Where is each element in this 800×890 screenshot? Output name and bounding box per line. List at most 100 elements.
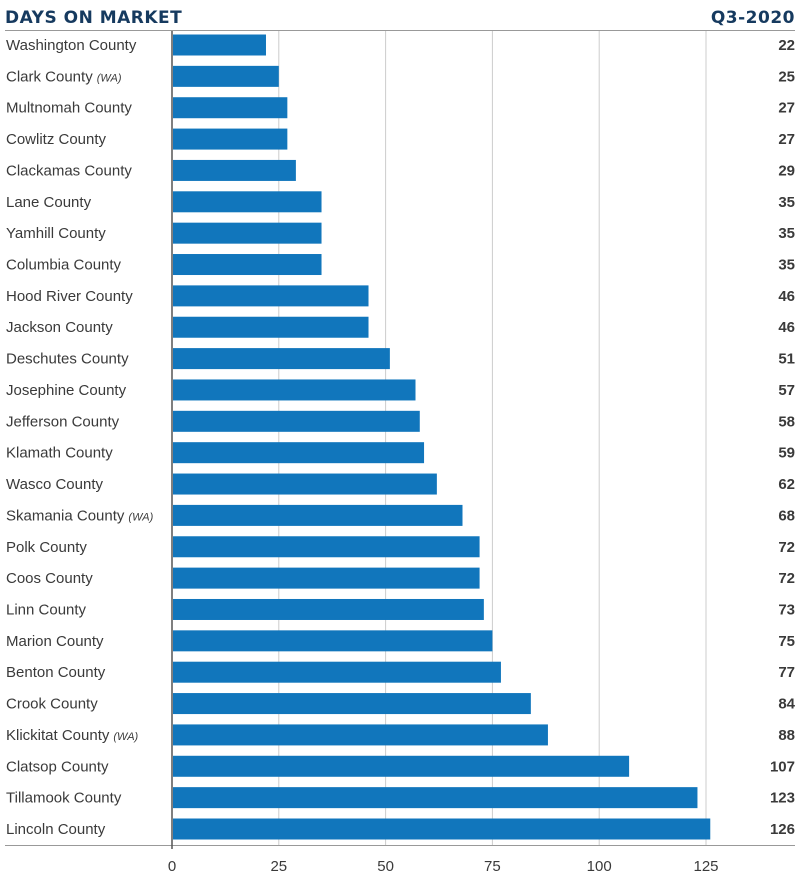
category-name: Tillamook County xyxy=(6,790,122,807)
bar xyxy=(173,567,480,589)
category-note: (WA) xyxy=(128,511,153,523)
value-label: 29 xyxy=(778,162,795,179)
category-note: (WA) xyxy=(97,72,122,84)
category-name: Deschutes County xyxy=(6,351,129,368)
category-label: Multnomah County xyxy=(6,100,132,117)
bar xyxy=(173,128,288,150)
category-name: Coos County xyxy=(6,570,93,587)
category-label: Hood River County xyxy=(6,288,133,305)
category-name: Benton County xyxy=(6,664,106,681)
category-label: Klamath County xyxy=(6,445,113,462)
value-label: 51 xyxy=(778,351,795,368)
bar xyxy=(173,504,463,526)
category-name: Multnomah County xyxy=(6,100,132,117)
bar xyxy=(173,536,480,558)
category-label: Deschutes County xyxy=(6,351,129,368)
category-label: Coos County xyxy=(6,570,93,587)
category-name: Yamhill County xyxy=(6,225,106,242)
category-label: Josephine County xyxy=(6,382,127,399)
category-name: Cowlitz County xyxy=(6,131,107,148)
bar xyxy=(173,818,711,840)
x-tick-label: 50 xyxy=(377,858,394,875)
category-name: Clark County xyxy=(6,68,93,85)
value-label: 107 xyxy=(770,758,795,775)
category-name: Jefferson County xyxy=(6,413,120,430)
category-label: Skamania County (WA) xyxy=(6,507,154,524)
value-label: 59 xyxy=(778,445,795,462)
category-name: Columbia County xyxy=(6,257,122,274)
category-label: Clark County (WA) xyxy=(6,68,122,85)
category-name: Josephine County xyxy=(6,382,127,399)
x-tick-label: 0 xyxy=(168,858,176,875)
bar xyxy=(173,97,288,119)
bar xyxy=(173,630,493,652)
x-tick-label: 125 xyxy=(693,858,718,875)
category-label: Benton County xyxy=(6,664,106,681)
category-name: Jackson County xyxy=(6,319,113,336)
category-name: Linn County xyxy=(6,601,87,618)
bar xyxy=(173,442,425,464)
category-label: Lincoln County xyxy=(6,821,106,838)
category-label: Polk County xyxy=(6,539,87,556)
category-label: Washington County xyxy=(6,37,137,54)
category-name: Klickitat County xyxy=(6,727,110,744)
bar xyxy=(173,410,420,432)
value-label: 46 xyxy=(778,319,795,336)
bar xyxy=(173,254,322,276)
value-label: 25 xyxy=(778,68,795,85)
bar xyxy=(173,787,698,809)
category-label: Lane County xyxy=(6,194,92,211)
bar xyxy=(173,473,437,495)
value-label: 72 xyxy=(778,570,795,587)
value-label: 73 xyxy=(778,601,795,618)
value-label: 35 xyxy=(778,257,795,274)
bar xyxy=(173,222,322,244)
value-label: 75 xyxy=(778,633,795,650)
value-label: 88 xyxy=(778,727,795,744)
category-name: Washington County xyxy=(6,37,137,54)
value-label: 46 xyxy=(778,288,795,305)
category-label: Clackamas County xyxy=(6,162,132,179)
category-name: Marion County xyxy=(6,633,104,650)
value-label: 77 xyxy=(778,664,795,681)
bar xyxy=(173,34,266,56)
bar xyxy=(173,661,501,683)
chart-subtitle: Q3-2020 xyxy=(711,8,795,28)
category-name: Lane County xyxy=(6,194,92,211)
bar xyxy=(173,693,531,715)
category-name: Clackamas County xyxy=(6,162,132,179)
category-name: Wasco County xyxy=(6,476,103,493)
value-label: 62 xyxy=(778,476,795,493)
category-label: Jackson County xyxy=(6,319,113,336)
category-label: Clatsop County xyxy=(6,758,109,775)
value-label: 27 xyxy=(778,100,795,117)
bar xyxy=(173,316,369,338)
x-tick-label: 25 xyxy=(270,858,287,875)
category-note: (WA) xyxy=(113,731,138,743)
category-name: Hood River County xyxy=(6,288,133,305)
category-label: Columbia County xyxy=(6,257,122,274)
category-label: Crook County xyxy=(6,696,98,713)
x-tick-label: 100 xyxy=(587,858,612,875)
category-name: Lincoln County xyxy=(6,821,106,838)
value-label: 22 xyxy=(778,37,795,54)
category-label: Wasco County xyxy=(6,476,103,493)
x-tick-label: 75 xyxy=(484,858,501,875)
bar xyxy=(173,724,548,746)
bar xyxy=(173,285,369,307)
category-label: Marion County xyxy=(6,633,104,650)
value-label: 58 xyxy=(778,413,795,430)
bar xyxy=(173,755,630,777)
category-name: Klamath County xyxy=(6,445,113,462)
category-name: Clatsop County xyxy=(6,758,109,775)
bar xyxy=(173,191,322,213)
category-label: Cowlitz County xyxy=(6,131,107,148)
category-label: Yamhill County xyxy=(6,225,106,242)
bar xyxy=(173,159,296,181)
bar xyxy=(173,379,416,401)
category-label: Jefferson County xyxy=(6,413,120,430)
category-label: Tillamook County xyxy=(6,790,122,807)
value-label: 126 xyxy=(770,821,795,838)
category-name: Polk County xyxy=(6,539,87,556)
chart-title: DAYS ON MARKET xyxy=(5,8,182,28)
